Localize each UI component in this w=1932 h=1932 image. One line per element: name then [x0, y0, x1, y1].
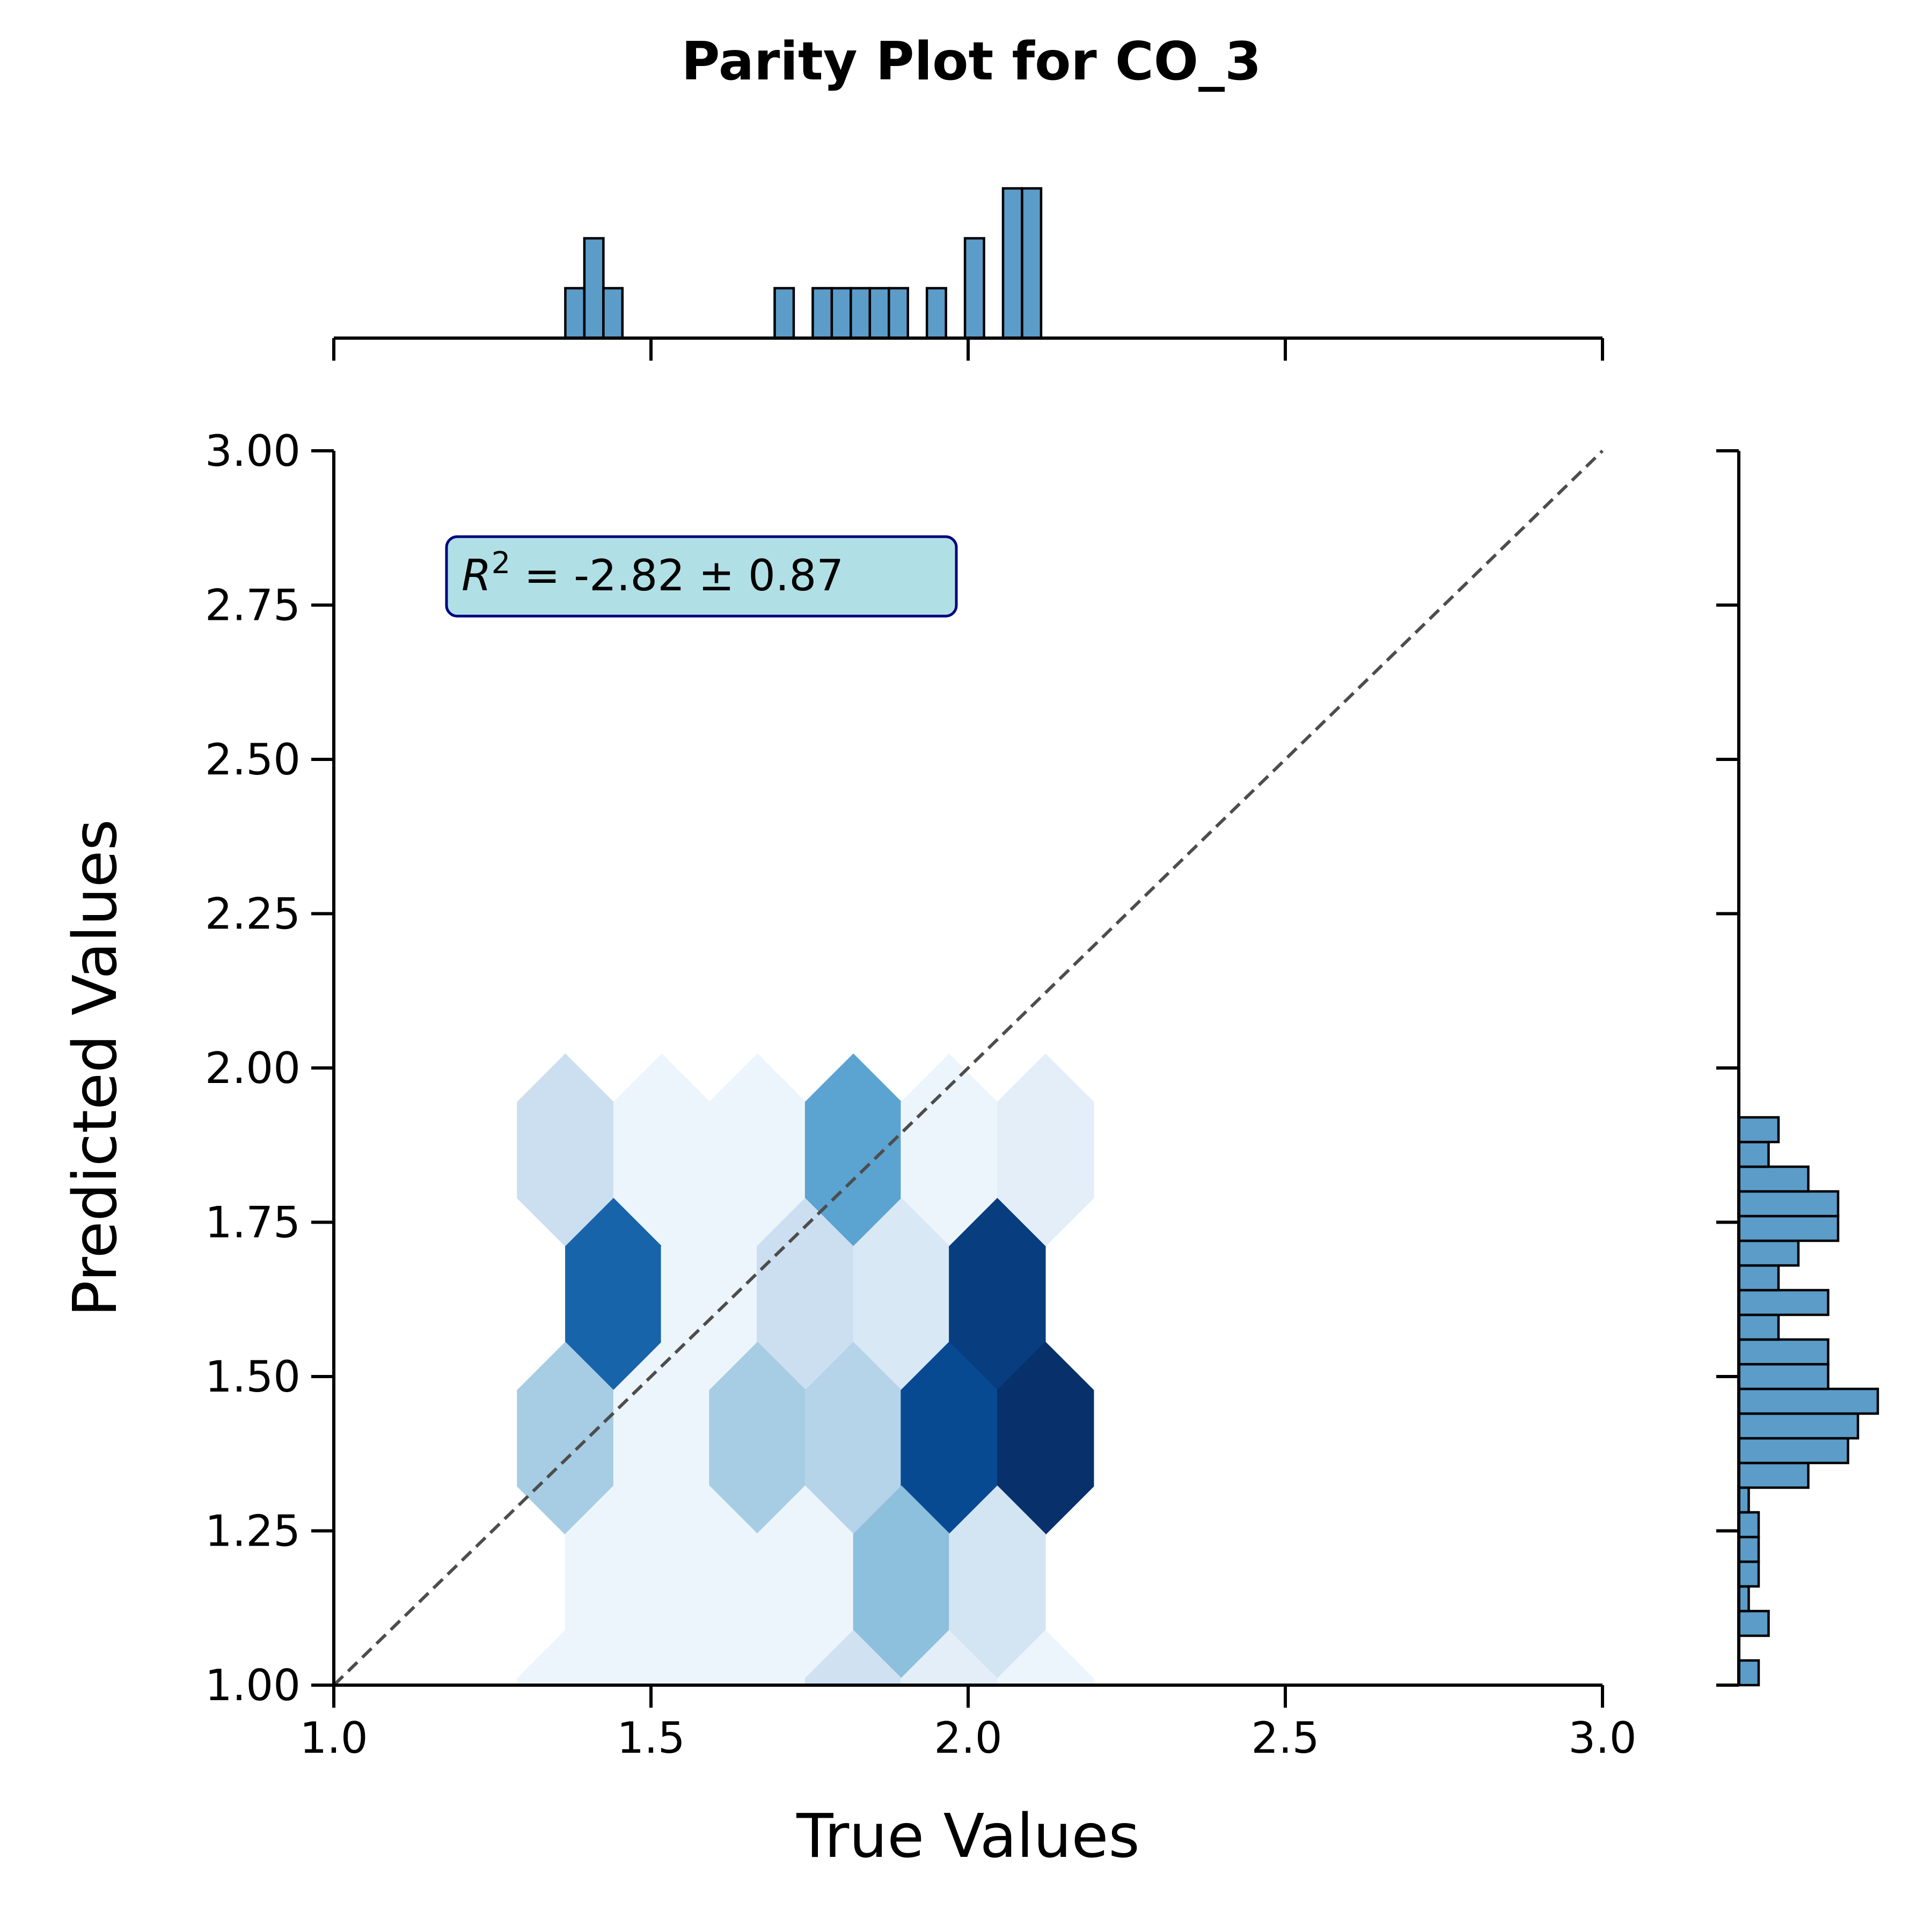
- top-hist-bar: [584, 238, 603, 338]
- x-tick-label: 3.0: [1568, 1713, 1636, 1763]
- right-hist-bar: [1739, 1660, 1759, 1685]
- top-hist-bar: [774, 288, 793, 338]
- r2-symbol: R: [462, 551, 492, 601]
- top-hist-bar: [813, 288, 831, 338]
- right-hist-bar: [1739, 1463, 1809, 1488]
- y-tick-label: 2.75: [205, 581, 301, 631]
- right-hist-bar: [1739, 1290, 1828, 1315]
- right-hist-bar: [1739, 1438, 1848, 1463]
- y-tick-label: 1.50: [205, 1352, 301, 1402]
- x-tick-label: 1.5: [617, 1713, 685, 1763]
- right-hist-bar: [1739, 1142, 1769, 1167]
- top-hist-bar: [851, 288, 869, 338]
- right-hist-bar: [1739, 1364, 1828, 1389]
- top-hist-bar: [889, 288, 908, 338]
- y-tick-label: 1.25: [205, 1506, 301, 1556]
- r2-annotation: R2 = -2.82 ± 0.87: [447, 537, 956, 616]
- right-hist-bar: [1739, 1512, 1759, 1537]
- y-tick-label: 3.00: [205, 426, 301, 476]
- x-axis-title: True Values: [796, 1802, 1139, 1871]
- right-hist-bar: [1739, 1537, 1759, 1562]
- y-tick-label: 2.25: [205, 889, 301, 939]
- right-hist-bar: [1739, 1340, 1828, 1364]
- y-tick-label: 2.00: [205, 1043, 301, 1093]
- top-hist-bar: [870, 288, 889, 338]
- right-hist-bar: [1739, 1117, 1779, 1142]
- right-hist-bar: [1739, 1241, 1798, 1265]
- x-tick-label: 2.0: [934, 1713, 1002, 1763]
- right-hist-bar: [1739, 1167, 1809, 1191]
- right-hist-bar: [1739, 1611, 1769, 1636]
- top-hist-bar: [565, 288, 584, 338]
- y-tick-label: 2.50: [205, 735, 301, 785]
- r2-value: = -2.82 ± 0.87: [510, 551, 844, 601]
- x-tick-label: 2.5: [1251, 1713, 1319, 1763]
- r2-superscript: 2: [492, 546, 511, 581]
- right-hist-bar: [1739, 1191, 1838, 1216]
- right-hist-bar: [1739, 1414, 1858, 1438]
- y-tick-label: 1.00: [205, 1660, 301, 1710]
- right-hist-bar: [1739, 1562, 1759, 1586]
- top-hist-bar: [603, 288, 622, 338]
- right-hist-bar: [1739, 1216, 1838, 1241]
- right-hist-bar: [1739, 1265, 1779, 1290]
- chart-title: Parity Plot for CO_3: [682, 31, 1262, 92]
- top-hist-bar: [832, 288, 851, 338]
- r2-annotation-text: R2 = -2.82 ± 0.87: [462, 546, 844, 601]
- right-hist-bar: [1739, 1315, 1779, 1340]
- top-hist-bar: [1003, 188, 1022, 338]
- y-tick-label: 1.75: [205, 1198, 301, 1248]
- y-axis-title: Predicted Values: [61, 819, 130, 1316]
- x-tick-label: 1.0: [299, 1713, 368, 1763]
- top-hist-bar: [927, 288, 946, 338]
- right-hist-bar: [1739, 1389, 1878, 1414]
- top-hist-bar: [965, 238, 984, 338]
- top-hist-bar: [1022, 188, 1041, 338]
